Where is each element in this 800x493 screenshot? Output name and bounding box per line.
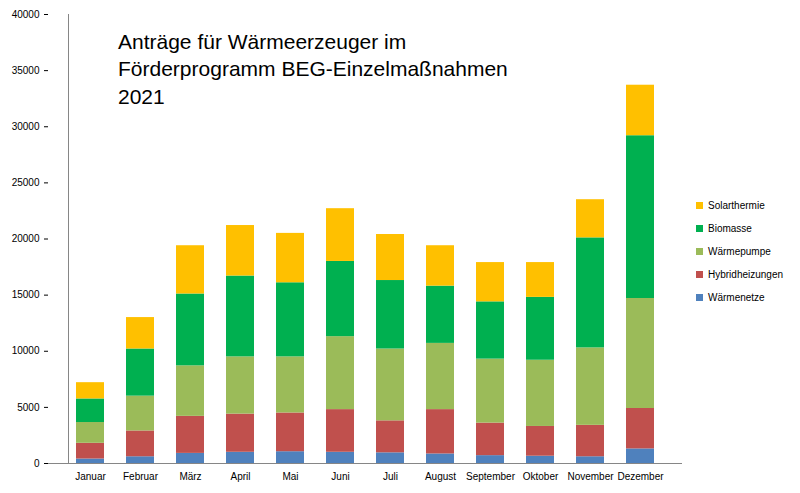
svg-text:40000: 40000: [12, 9, 40, 20]
svg-text:0: 0: [34, 458, 40, 469]
html-text:Hybridheizungen: Hybridheizungen: [708, 269, 784, 280]
svg-text:Januar: Januar: [75, 471, 106, 482]
svg-text:Mai: Mai: [282, 471, 298, 482]
svg-text:November: November: [567, 471, 614, 482]
svg-text:35000: 35000: [12, 65, 40, 76]
svg-text:5000: 5000: [17, 402, 40, 413]
svg-text:Juni: Juni: [331, 471, 349, 482]
svg-text:15000: 15000: [12, 289, 40, 300]
html-text:Wärmenetze: Wärmenetze: [708, 292, 765, 303]
svg-text:25000: 25000: [12, 177, 40, 188]
html-text:Wärmepumpe: Wärmepumpe: [708, 246, 771, 257]
html-text:Anträge für Wärmeerzeuger im F: Anträge für Wärmeerzeuger im Förderprogr…: [118, 30, 508, 108]
html-text:Biomasse: Biomasse: [708, 223, 752, 234]
svg-text:Oktober: Oktober: [523, 471, 559, 482]
svg-text:März: März: [179, 471, 201, 482]
svg-text:30000: 30000: [12, 121, 40, 132]
svg-text:Juli: Juli: [383, 471, 398, 482]
svg-text:10000: 10000: [12, 345, 40, 356]
svg-text:Februar: Februar: [123, 471, 159, 482]
svg-text:August: August: [425, 471, 456, 482]
svg-text:20000: 20000: [12, 233, 40, 244]
svg-text:September: September: [466, 471, 516, 482]
svg-text:April: April: [230, 471, 250, 482]
svg-text:Dezember: Dezember: [617, 471, 664, 482]
html-text:Solarthermie: Solarthermie: [708, 200, 765, 211]
